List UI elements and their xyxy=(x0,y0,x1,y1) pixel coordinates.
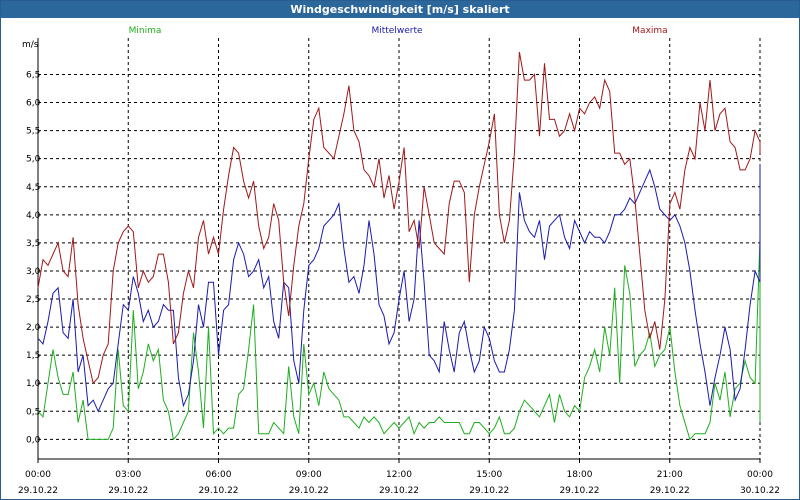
series-line-maxima xyxy=(37,51,761,385)
legend-maxima: Maxima xyxy=(632,26,667,36)
x-tick-time: 03:00 xyxy=(115,470,141,480)
x-tick-time: 06:00 xyxy=(206,470,232,480)
x-tick-date: 29.10.22 xyxy=(198,486,238,496)
chart-title: Windgeschwindigkeit [m/s] skaliert xyxy=(1,1,799,18)
y-tick-label: 6,0 xyxy=(26,99,41,109)
x-tick-time: 12:00 xyxy=(386,470,412,480)
y-tick-label: 3,0 xyxy=(26,267,41,277)
x-tick-time: 00:00 xyxy=(25,470,51,480)
series-group xyxy=(37,51,761,441)
series-line-minima xyxy=(37,237,761,441)
y-ticks: 0,0 0,5 1,0 1,5 2,0 2,5 3,0 3,5 4,0 4,5 5,0 5,5 6,0 6… xyxy=(26,70,41,445)
x-tick-date: 29.10.22 xyxy=(379,486,419,496)
y-tick-label: 6,5 xyxy=(26,70,40,80)
y-tick-label: 4,0 xyxy=(26,211,41,221)
legend-minima: Minima xyxy=(129,26,162,36)
x-tick-date: 29.10.22 xyxy=(650,486,690,496)
y-tick-label: 1,0 xyxy=(26,379,41,389)
y-tick-label: 1,5 xyxy=(26,351,40,361)
series-line-mittelwerte xyxy=(37,164,761,413)
y-tick-label: 3,5 xyxy=(26,239,40,249)
y-tick-label: 4,5 xyxy=(26,183,40,193)
y-tick-label: 0,5 xyxy=(26,407,40,417)
y-tick-label: 5,0 xyxy=(26,155,41,165)
y-axis-label: m/s xyxy=(22,40,39,50)
x-tick-date: 29.10.22 xyxy=(559,486,599,496)
x-ticks: 00:00 29.10.22 03:00 29.10.22 06:00 29.10.22 0… xyxy=(18,459,780,496)
grid xyxy=(38,38,761,459)
x-tick-date: 29.10.22 xyxy=(18,486,58,496)
x-tick-time: 00:00 xyxy=(747,470,773,480)
x-tick-time: 21:00 xyxy=(657,470,683,480)
x-tick-time: 18:00 xyxy=(567,470,593,480)
y-tick-label: 2,5 xyxy=(26,295,40,305)
y-tick-label: 0,0 xyxy=(26,435,41,445)
y-tick-label: 2,0 xyxy=(26,323,41,333)
x-tick-date: 30.10.22 xyxy=(740,486,780,496)
legend-mittelwerte: Mittelwerte xyxy=(371,26,422,36)
x-tick-time: 09:00 xyxy=(296,470,322,480)
x-tick-time: 15:00 xyxy=(476,470,502,480)
x-tick-date: 29.10.22 xyxy=(108,486,148,496)
y-tick-label: 5,5 xyxy=(26,127,40,137)
x-tick-date: 29.10.22 xyxy=(289,486,329,496)
x-tick-date: 29.10.22 xyxy=(469,486,509,496)
legend: Minima Mittelwerte Maxima xyxy=(129,26,668,36)
